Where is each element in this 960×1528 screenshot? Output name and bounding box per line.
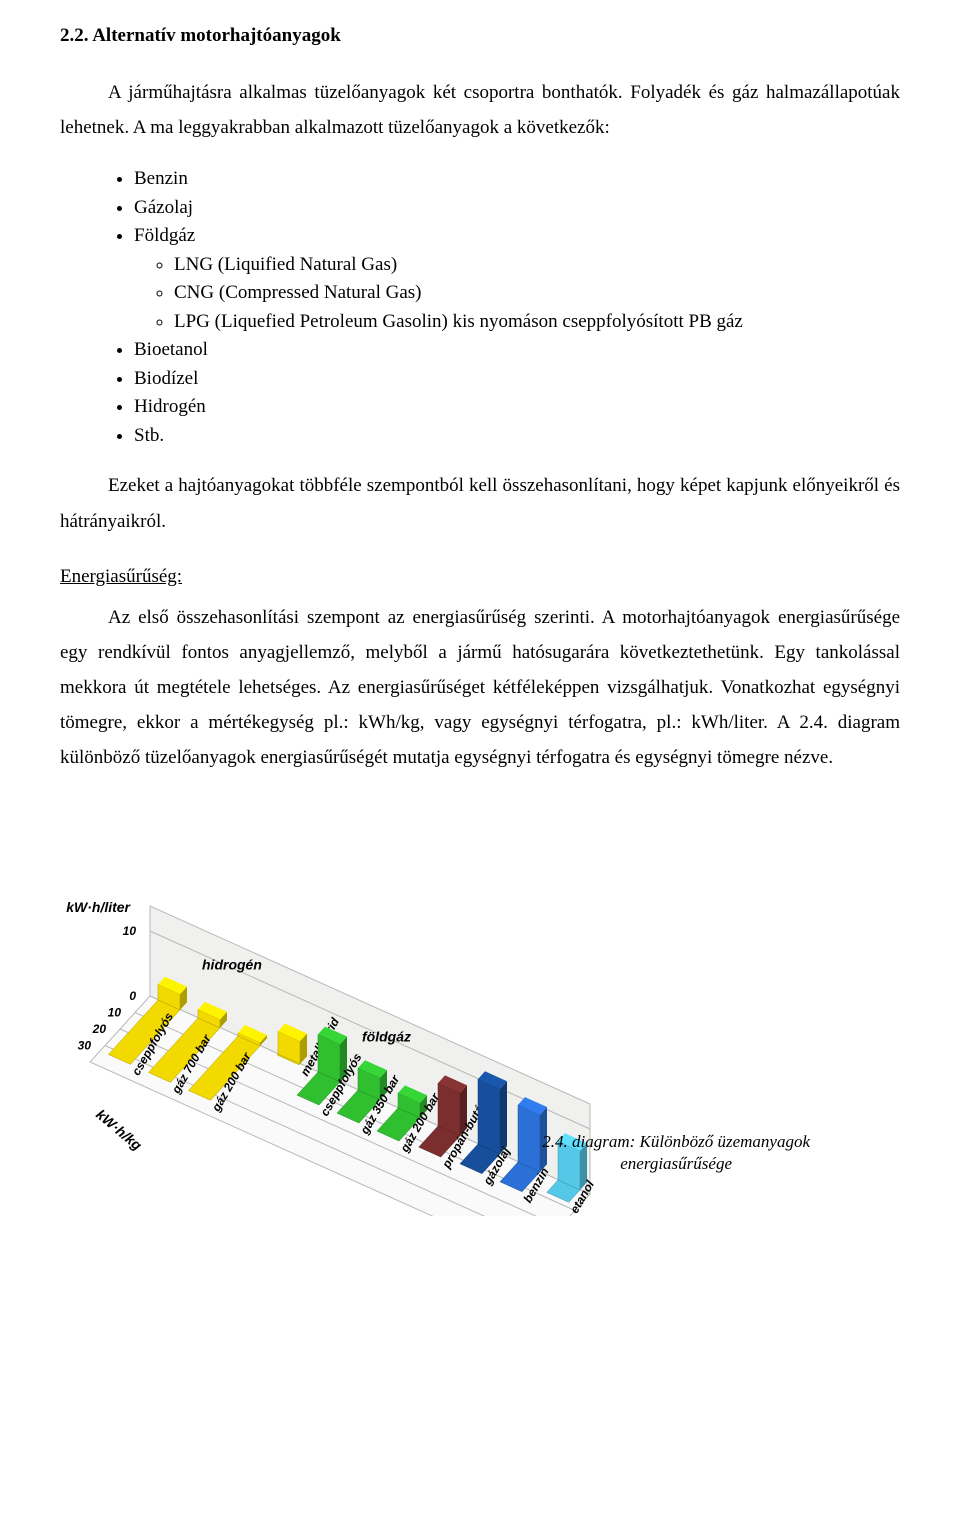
list-item: Stb. — [134, 422, 900, 451]
svg-text:kW·h/liter: kW·h/liter — [66, 899, 131, 915]
list-item: LPG (Liquefied Petroleum Gasolin) kis ny… — [174, 308, 900, 337]
list-item: Gázolaj — [134, 194, 900, 223]
fuel-list: Benzin Gázolaj Földgáz LNG (Liquified Na… — [60, 165, 900, 450]
list-item: Benzin — [134, 165, 900, 194]
svg-text:10: 10 — [108, 1005, 122, 1019]
figure-caption: 2.4. diagram: Különböző üzemanyagok ener… — [542, 1131, 810, 1175]
section-title: 2.2. Alternatív motorhajtóanyagok — [60, 18, 900, 53]
svg-text:0: 0 — [129, 989, 136, 1003]
energy-density-chart: kW·h/liter100102030kW·h/kghidrogénföldgá… — [60, 796, 900, 1216]
list-item: Biodízel — [134, 365, 900, 394]
list-item: Hidrogén — [134, 393, 900, 422]
svg-text:10: 10 — [123, 924, 137, 938]
list-item: CNG (Compressed Natural Gas) — [174, 279, 900, 308]
energy-density-paragraph: Az első összehasonlítási szempont az ene… — [60, 600, 900, 776]
comparison-paragraph: Ezeket a hajtóanyagokat többféle szempon… — [60, 468, 900, 538]
svg-text:hidrogén: hidrogén — [202, 956, 262, 972]
svg-text:földgáz: földgáz — [362, 1028, 411, 1044]
svg-text:20: 20 — [92, 1022, 107, 1036]
svg-text:30: 30 — [78, 1038, 92, 1052]
list-item: Bioetanol — [134, 336, 900, 365]
gas-sublist: LNG (Liquified Natural Gas) CNG (Compres… — [134, 251, 900, 337]
list-item: Földgáz LNG (Liquified Natural Gas) CNG … — [134, 222, 900, 336]
subsection-heading: Energiasűrűség: — [60, 559, 900, 594]
svg-text:kW·h/kg: kW·h/kg — [93, 1106, 145, 1154]
list-item: LNG (Liquified Natural Gas) — [174, 251, 900, 280]
intro-paragraph: A járműhajtásra alkalmas tüzelőanyagok k… — [60, 75, 900, 145]
